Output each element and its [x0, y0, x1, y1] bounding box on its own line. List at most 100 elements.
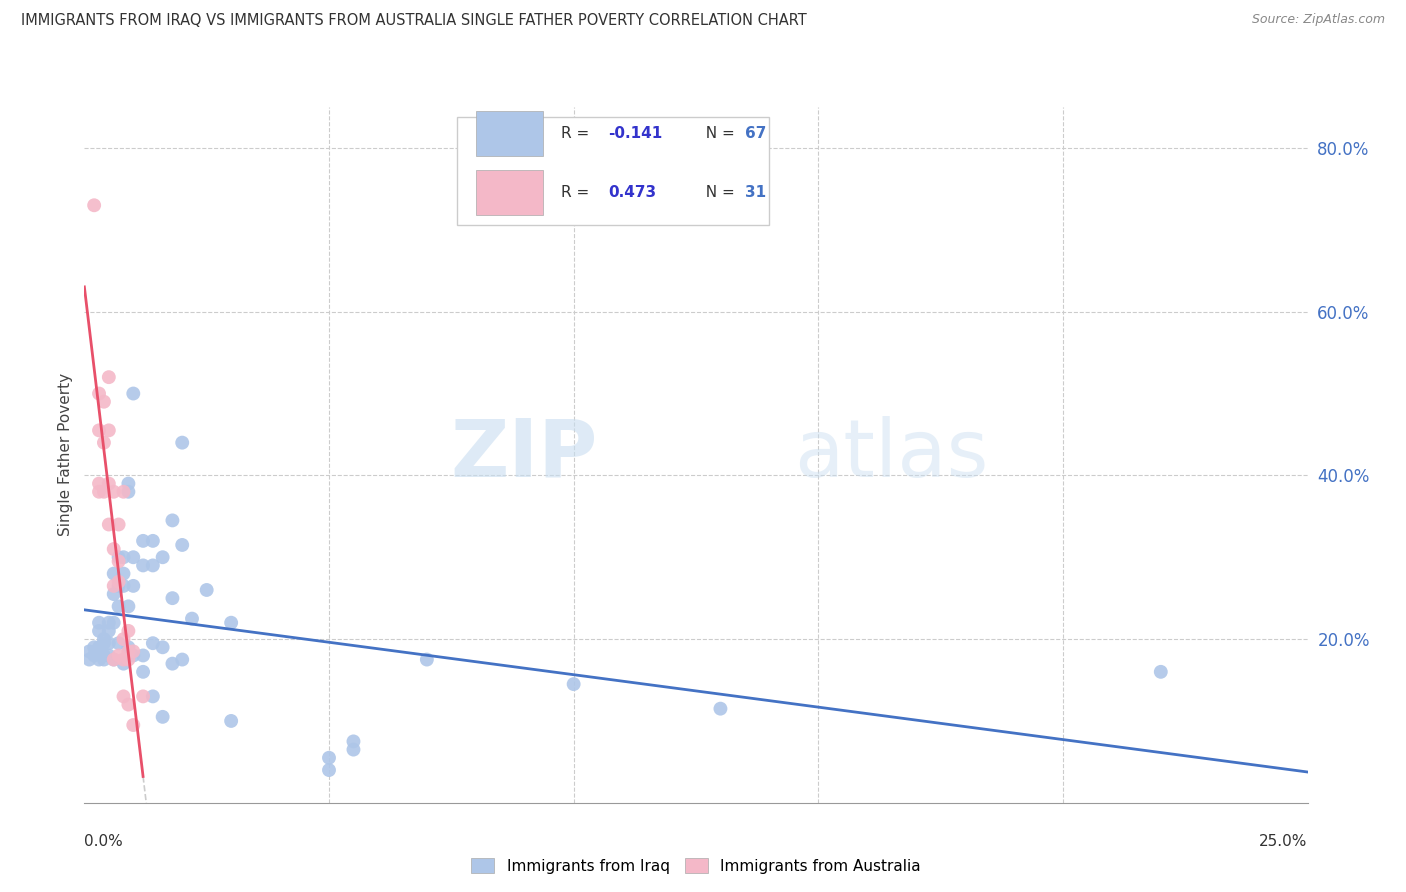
- Point: [142, 636, 165, 650]
- Point: [97, 476, 120, 491]
- Point: [122, 644, 145, 658]
- Point: [142, 690, 165, 704]
- Point: [107, 550, 129, 565]
- Point: [117, 698, 139, 712]
- Point: [103, 652, 125, 666]
- Point: [97, 370, 120, 384]
- Text: N =: N =: [696, 185, 740, 200]
- Point: [103, 566, 125, 581]
- Bar: [457, 118, 769, 226]
- Point: [107, 579, 129, 593]
- Point: [162, 591, 184, 606]
- Point: [219, 615, 242, 630]
- Point: [117, 640, 139, 655]
- Point: [107, 599, 129, 614]
- Point: [117, 652, 139, 666]
- Point: [107, 648, 129, 663]
- Text: 0.473: 0.473: [607, 185, 657, 200]
- Point: [103, 615, 125, 630]
- Text: atlas: atlas: [794, 416, 988, 494]
- Point: [117, 484, 139, 499]
- Point: [117, 644, 139, 658]
- Point: [87, 652, 110, 666]
- Point: [103, 652, 125, 666]
- Text: IMMIGRANTS FROM IRAQ VS IMMIGRANTS FROM AUSTRALIA SINGLE FATHER POVERTY CORRELAT: IMMIGRANTS FROM IRAQ VS IMMIGRANTS FROM …: [21, 13, 807, 29]
- Point: [87, 476, 110, 491]
- Text: ZIP: ZIP: [451, 416, 598, 494]
- Y-axis label: Single Father Poverty: Single Father Poverty: [58, 374, 73, 536]
- Text: R =: R =: [561, 185, 595, 200]
- Point: [132, 648, 155, 663]
- Point: [152, 710, 174, 724]
- Point: [162, 513, 184, 527]
- Point: [97, 517, 120, 532]
- Legend: Immigrants from Iraq, Immigrants from Australia: Immigrants from Iraq, Immigrants from Au…: [465, 852, 927, 880]
- Point: [162, 657, 184, 671]
- Point: [107, 554, 129, 568]
- Point: [77, 652, 100, 666]
- Point: [87, 423, 110, 437]
- Point: [112, 652, 135, 666]
- Point: [93, 435, 115, 450]
- Point: [103, 579, 125, 593]
- Bar: [475, 169, 543, 215]
- Text: N =: N =: [696, 126, 740, 141]
- Point: [103, 484, 125, 499]
- Point: [132, 558, 155, 573]
- Point: [172, 538, 194, 552]
- Point: [93, 484, 115, 499]
- Point: [122, 579, 145, 593]
- Point: [195, 582, 218, 597]
- Point: [97, 423, 120, 437]
- Point: [318, 751, 340, 765]
- Point: [93, 394, 115, 409]
- Point: [122, 648, 145, 663]
- Point: [342, 742, 364, 756]
- Bar: [475, 111, 543, 156]
- Point: [97, 648, 120, 663]
- Point: [122, 550, 145, 565]
- Text: 25.0%: 25.0%: [1260, 834, 1308, 849]
- Point: [93, 632, 115, 646]
- Point: [97, 636, 120, 650]
- Text: 0.0%: 0.0%: [84, 834, 124, 849]
- Point: [117, 476, 139, 491]
- Point: [83, 640, 105, 655]
- Point: [112, 484, 135, 499]
- Point: [87, 624, 110, 638]
- Point: [112, 657, 135, 671]
- Point: [142, 533, 165, 548]
- Point: [77, 644, 100, 658]
- Point: [93, 652, 115, 666]
- Point: [318, 763, 340, 777]
- Point: [172, 652, 194, 666]
- Point: [342, 734, 364, 748]
- Point: [219, 714, 242, 728]
- Point: [416, 652, 439, 666]
- Point: [1150, 665, 1173, 679]
- Point: [122, 386, 145, 401]
- Text: R =: R =: [561, 126, 595, 141]
- Text: 31: 31: [745, 185, 766, 200]
- Point: [181, 612, 204, 626]
- Point: [112, 550, 135, 565]
- Text: Source: ZipAtlas.com: Source: ZipAtlas.com: [1251, 13, 1385, 27]
- Point: [117, 624, 139, 638]
- Point: [83, 648, 105, 663]
- Point: [87, 386, 110, 401]
- Point: [93, 636, 115, 650]
- Point: [112, 566, 135, 581]
- Text: 67: 67: [745, 126, 766, 141]
- Point: [87, 615, 110, 630]
- Point: [132, 665, 155, 679]
- Point: [709, 701, 731, 715]
- Point: [107, 517, 129, 532]
- Point: [152, 640, 174, 655]
- Point: [87, 484, 110, 499]
- Text: -0.141: -0.141: [607, 126, 662, 141]
- Point: [132, 533, 155, 548]
- Point: [132, 690, 155, 704]
- Point: [172, 435, 194, 450]
- Point: [103, 587, 125, 601]
- Point: [97, 624, 120, 638]
